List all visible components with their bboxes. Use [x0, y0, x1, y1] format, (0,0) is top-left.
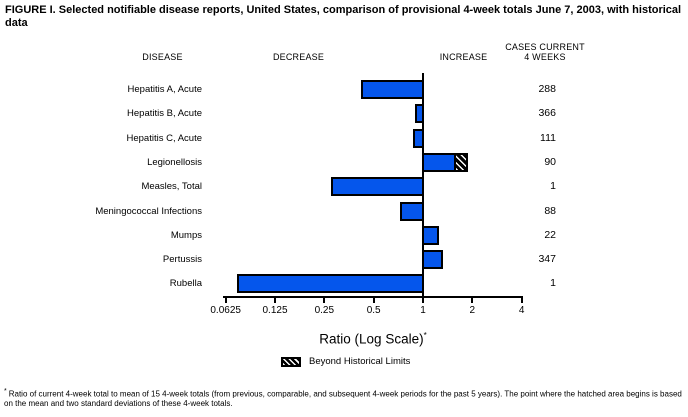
axis-tick-label: 0.25 [314, 305, 335, 316]
disease-label: Pertussis [162, 254, 202, 266]
axis-tick-label: 2 [469, 305, 476, 316]
ratio-bar [422, 225, 440, 245]
disease-label: Measles, Total [141, 181, 202, 193]
disease-label: Hepatitis C, Acute [126, 132, 202, 144]
axis-tick [520, 296, 523, 303]
x-axis-label-text: Ratio (Log Scale) [319, 331, 424, 347]
ratio-bar [422, 152, 468, 172]
column-header-cases-line2: 4 WEEKS [524, 52, 566, 62]
axis-tick-label: 0.5 [366, 305, 381, 316]
legend: Beyond Historical Limits [281, 356, 410, 367]
axis-tick [224, 296, 227, 303]
cases-value: 88 [544, 204, 556, 217]
ratio-bar [236, 274, 424, 294]
cases-value: 22 [544, 228, 556, 241]
footnote-text: Ratio of current 4-week total to mean of… [4, 389, 682, 409]
footnote-marker: * [4, 388, 7, 395]
column-header-cases-line1: CASES CURRENT [505, 42, 585, 52]
footnote: * Ratio of current 4-week total to mean o… [4, 387, 686, 409]
cases-value: 366 [538, 107, 556, 120]
x-axis-label: Ratio (Log Scale)* [273, 331, 473, 347]
axis-tick-label: 1 [420, 305, 426, 316]
cases-value: 1 [550, 180, 556, 193]
ratio-bar [331, 177, 424, 197]
disease-label: Mumps [170, 229, 202, 241]
cases-value: 347 [538, 253, 556, 266]
ratio-bar [422, 250, 443, 270]
disease-label: Hepatitis B, Acute [127, 108, 202, 120]
cases-value: 90 [544, 155, 556, 168]
axis-tick-label: 4 [518, 305, 525, 316]
figure-title: FIGURE I. Selected notifiable disease re… [5, 4, 682, 29]
disease-label: Hepatitis A, Acute [127, 84, 202, 95]
ratio-bar [361, 80, 424, 99]
axis-tick [422, 296, 424, 303]
cases-value: 1 [550, 277, 556, 290]
disease-label: Rubella [169, 278, 202, 290]
axis-tick [471, 296, 474, 303]
cases-value: 288 [538, 83, 556, 95]
axis-tick [274, 296, 276, 303]
column-header-cases: CASES CURRENT 4 WEEKS [491, 42, 599, 62]
column-header-increase: INCREASE [439, 52, 488, 62]
hatched-swatch-icon [281, 356, 301, 367]
x-axis-label-footnote-marker: * [423, 331, 427, 340]
axis-tick-label: 0.125 [262, 305, 288, 316]
axis-tick-label: 0.0625 [210, 305, 241, 316]
axis-tick [323, 296, 326, 303]
column-header-disease: DISEASE [142, 52, 183, 62]
beyond-limits-hatch [454, 154, 466, 170]
disease-label: Legionellosis [147, 156, 202, 168]
ratio-one-baseline [422, 73, 424, 298]
cases-value: 111 [540, 131, 556, 144]
axis-tick [372, 296, 375, 303]
legend-label: Beyond Historical Limits [309, 356, 411, 367]
ratio-bar [399, 201, 424, 221]
disease-label: Meningococcal Infections [95, 205, 202, 217]
column-header-decrease: DECREASE [272, 52, 325, 62]
